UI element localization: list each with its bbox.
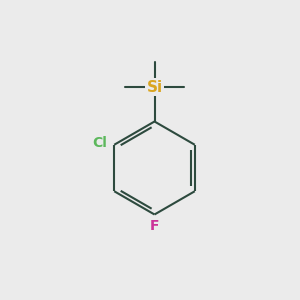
Text: Si: Si	[146, 80, 163, 94]
Text: Cl: Cl	[92, 136, 107, 150]
Text: F: F	[150, 220, 159, 233]
